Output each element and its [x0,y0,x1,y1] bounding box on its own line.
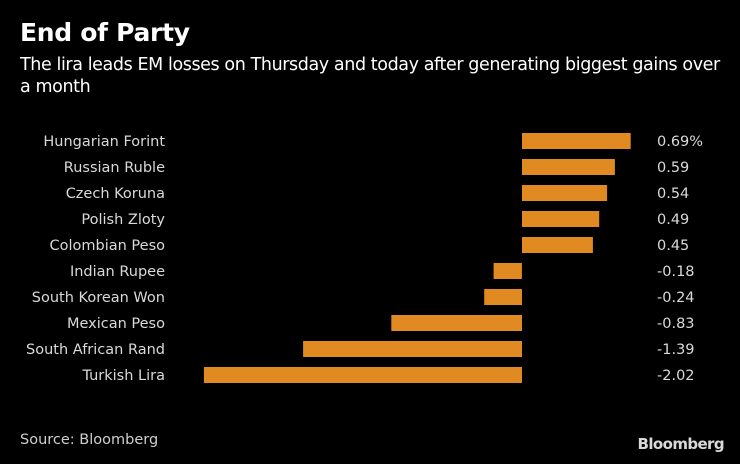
category-label: Mexican Peso [67,316,165,332]
chart-subtitle: The lira leads EM losses on Thursday and… [20,55,720,97]
chart-title: End of Party [20,18,190,47]
bar [522,237,593,253]
bar [493,263,522,279]
category-label: Turkish Lira [81,368,165,384]
bar [391,315,522,331]
value-label: -0.24 [657,290,695,306]
source-note: Source: Bloomberg [20,432,159,448]
bar [522,211,600,227]
bloomberg-logo: Bloomberg [637,435,725,453]
value-label: 0.49 [657,212,689,228]
category-label: Indian Rupee [70,264,165,280]
value-label: 0.59 [657,160,689,176]
category-label: Czech Koruna [66,186,165,202]
category-label: Russian Ruble [64,160,165,176]
bar [484,289,522,305]
value-label: -0.18 [657,264,695,280]
bar [303,341,522,357]
value-label: -2.02 [657,368,695,384]
category-label: South African Rand [26,342,165,358]
bar [522,159,615,175]
category-label: Polish Zloty [81,212,165,228]
category-label: Hungarian Forint [43,134,165,150]
bar [522,133,631,149]
value-label: 0.69% [657,134,703,150]
value-label: -1.39 [657,342,695,358]
value-label: 0.54 [657,186,689,202]
category-label: Colombian Peso [49,238,165,254]
category-label: South Korean Won [32,290,165,306]
value-label: 0.45 [657,238,689,254]
bar [203,367,522,383]
value-label: -0.83 [657,316,695,332]
bar [522,185,608,201]
